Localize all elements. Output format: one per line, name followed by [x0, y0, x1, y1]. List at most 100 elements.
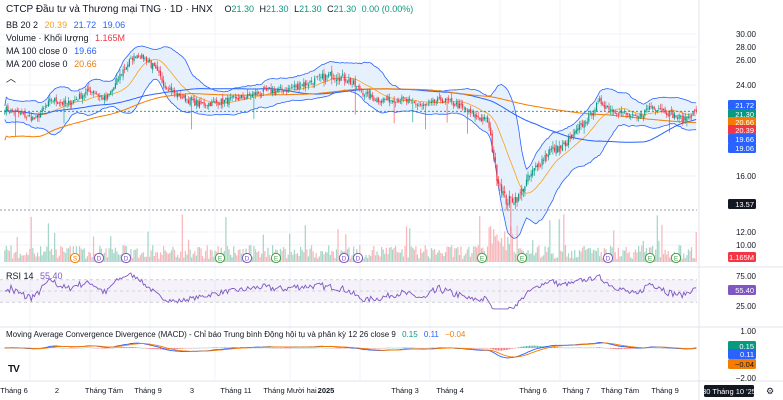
ma100-legend[interactable]: MA 100 close 0 19.66 — [6, 46, 97, 56]
tradingview-logo[interactable]: TV — [8, 364, 26, 376]
candle-body — [100, 95, 102, 97]
candle-body — [184, 95, 186, 102]
volume-bar — [486, 246, 489, 262]
event-marker[interactable] — [214, 252, 226, 264]
candle-body — [334, 78, 336, 80]
ma200-legend[interactable]: MA 200 close 0 20.66 — [6, 59, 97, 69]
macd-histogram-bar — [117, 347, 119, 348]
volume-bar — [627, 253, 629, 262]
candle-body — [244, 97, 246, 99]
candle-body — [209, 102, 211, 107]
price-tag — [728, 109, 756, 119]
macd-histogram-bar — [505, 348, 507, 350]
volume-bar — [150, 250, 152, 262]
volume-bar — [404, 246, 406, 262]
event-marker[interactable] — [476, 252, 488, 264]
macd-histogram-bar — [610, 348, 612, 349]
candle-body — [289, 88, 291, 90]
event-marker[interactable] — [602, 252, 614, 264]
volume-bar — [684, 258, 686, 262]
event-marker[interactable] — [241, 252, 253, 264]
macd-histogram-bar — [107, 348, 109, 349]
candle-body — [107, 94, 109, 99]
candle-body — [24, 112, 26, 118]
volume-bar — [88, 251, 90, 262]
volume-bar — [175, 256, 177, 262]
candle-body — [659, 108, 661, 110]
volume-bar — [689, 251, 691, 262]
event-marker[interactable] — [270, 252, 282, 264]
macd-histogram-bar — [620, 348, 622, 350]
candle-body — [41, 108, 43, 113]
candle-body — [192, 99, 194, 101]
volume-bar — [214, 250, 216, 262]
candle-body — [279, 87, 281, 88]
macd-histogram-bar — [122, 347, 124, 348]
candle-body — [69, 100, 71, 106]
event-marker[interactable] — [93, 252, 105, 264]
volume-bar — [655, 249, 657, 262]
macd-histogram-bar — [225, 347, 227, 348]
rsi-legend[interactable]: RSI 14 55.40 — [6, 271, 63, 281]
volume-bar — [553, 258, 556, 262]
event-marker[interactable] — [352, 252, 364, 264]
macd-histogram-bar — [622, 348, 624, 349]
volume-bar — [575, 257, 577, 262]
macd-histogram-bar — [55, 347, 57, 348]
candle-body — [553, 147, 556, 152]
candle-body — [175, 93, 177, 95]
macd-histogram-bar — [546, 346, 548, 348]
candle-body — [409, 98, 411, 101]
time-axis[interactable]: Tháng 6 2 Tháng Tám Tháng 9 3 Tháng 11 Tháng M… — [0, 385, 774, 397]
volume-bar — [281, 250, 283, 262]
volume-bar — [507, 236, 509, 262]
event-marker-letter: S — [73, 256, 78, 263]
event-marker[interactable] — [69, 252, 81, 264]
volume-bar — [441, 253, 444, 262]
volume-bar — [4, 250, 6, 262]
candle-body — [569, 136, 571, 140]
symbol-title[interactable]: CTCP Đầu tư và Thương mại TNG · 1D · HNX — [6, 4, 213, 15]
candle-body — [228, 97, 230, 105]
candle-body — [7, 105, 9, 112]
price-axis-label: 16.00 — [736, 172, 757, 181]
volume-bar — [258, 250, 260, 262]
candle-body — [348, 78, 350, 83]
event-marker[interactable] — [516, 252, 528, 264]
event-marker-letter: E — [274, 256, 279, 263]
price-axis-label: 10.00 — [736, 241, 757, 250]
volume-bar — [398, 252, 400, 262]
macd-histogram-bar — [128, 347, 130, 348]
candle-body — [80, 93, 82, 99]
volume-bar — [353, 246, 355, 262]
chevron-up-icon[interactable]: ︿ — [6, 74, 16, 85]
volume-bar — [370, 255, 372, 262]
volume-bar — [309, 248, 311, 262]
candle-body — [596, 103, 598, 112]
event-marker[interactable] — [644, 252, 656, 264]
bb-legend[interactable]: BB 20 2 20.39 21.72 19.06 — [6, 20, 125, 30]
candle-body — [382, 98, 384, 103]
event-marker[interactable] — [338, 252, 350, 264]
macd-legend[interactable]: Moving Average Convergence Divergence (M… — [6, 330, 465, 339]
event-marker[interactable] — [670, 252, 682, 264]
volume-bar — [687, 249, 690, 262]
candle-body — [173, 90, 176, 94]
candle-body — [536, 164, 538, 168]
volume-bar — [270, 258, 272, 262]
volume-bar — [429, 258, 431, 262]
macd-histogram-bar — [374, 348, 376, 349]
event-marker[interactable] — [120, 252, 132, 264]
macd-tag-text: 0.11 — [740, 350, 754, 359]
volume-bar — [155, 252, 157, 262]
volume-legend[interactable]: Volume · Khối lượng 1.165M — [6, 33, 125, 43]
gear-icon[interactable]: ⚙ — [766, 386, 774, 396]
candle-body — [683, 115, 685, 122]
collapse-legend-button[interactable]: ︿ — [6, 70, 16, 85]
volume-bar — [516, 225, 518, 262]
volume-bar — [504, 231, 506, 262]
candle-body — [429, 101, 431, 103]
volume-bar — [239, 249, 241, 262]
